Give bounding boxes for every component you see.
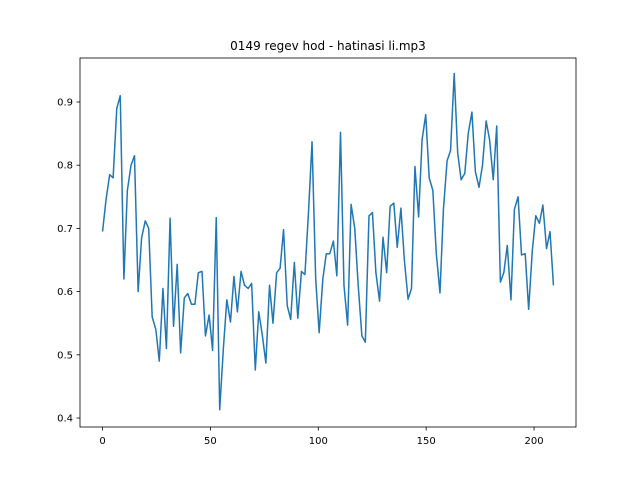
x-tick-label: 200 (524, 436, 543, 447)
data-line (101, 72, 555, 411)
x-tick-label: 0 (99, 436, 105, 447)
chart-title: 0149 regev hod - hatinasi li.mp3 (230, 39, 426, 53)
y-tick-label: 0.6 (57, 287, 73, 298)
y-tick-label: 0.9 (57, 97, 73, 108)
y-tick-label: 0.5 (57, 350, 73, 361)
y-tick-label: 0.7 (57, 224, 73, 235)
y-tick-label: 0.8 (57, 161, 73, 172)
x-tick-label: 150 (417, 436, 436, 447)
x-tick-label: 100 (309, 436, 328, 447)
x-tick-label: 50 (204, 436, 217, 447)
plot-frame (79, 57, 577, 428)
y-tick-label: 0.4 (57, 414, 73, 425)
